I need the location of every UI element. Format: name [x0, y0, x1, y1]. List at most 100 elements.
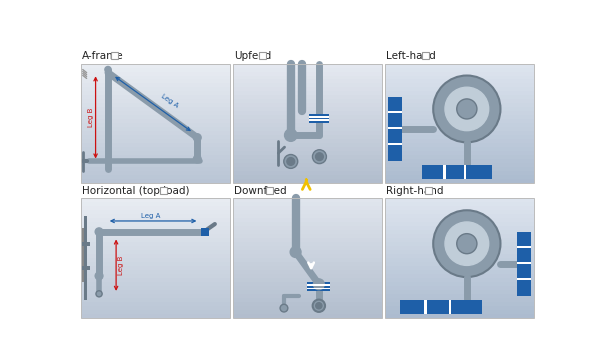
Bar: [233, 294, 382, 298]
Bar: [81, 286, 230, 290]
Bar: [81, 222, 230, 226]
Bar: [385, 238, 534, 242]
Bar: [385, 258, 534, 262]
Bar: [385, 175, 534, 179]
Bar: [81, 310, 230, 314]
Bar: [81, 131, 230, 135]
Bar: [259, 52, 266, 59]
Bar: [385, 306, 534, 310]
Bar: [81, 250, 230, 254]
Circle shape: [193, 134, 201, 142]
Bar: [81, 226, 230, 230]
Bar: [385, 115, 534, 119]
Bar: [81, 99, 230, 103]
Bar: [385, 246, 534, 250]
Bar: [81, 282, 230, 286]
Bar: [310, 114, 329, 123]
Bar: [385, 290, 534, 294]
Bar: [81, 79, 230, 83]
Bar: [233, 139, 382, 143]
Bar: [385, 99, 534, 103]
Bar: [517, 278, 531, 280]
Bar: [233, 131, 382, 135]
Bar: [385, 107, 534, 111]
Bar: [425, 187, 432, 194]
Bar: [81, 119, 230, 123]
Bar: [233, 254, 382, 258]
Bar: [233, 159, 382, 163]
Bar: [81, 198, 230, 318]
Bar: [233, 83, 382, 87]
Text: Horizontal (top load): Horizontal (top load): [82, 185, 190, 196]
Bar: [233, 135, 382, 139]
Bar: [385, 274, 534, 278]
Bar: [81, 238, 230, 242]
Bar: [81, 64, 230, 68]
Bar: [385, 68, 534, 72]
Text: Leg B: Leg B: [88, 108, 94, 127]
Text: Leg A: Leg A: [142, 213, 161, 219]
Bar: [81, 107, 230, 111]
Bar: [81, 302, 230, 306]
Circle shape: [313, 299, 325, 312]
Bar: [385, 83, 534, 87]
Bar: [385, 282, 534, 286]
Bar: [385, 278, 534, 282]
Bar: [385, 76, 534, 79]
Bar: [385, 226, 534, 230]
Bar: [233, 175, 382, 179]
Bar: [385, 206, 534, 210]
Bar: [385, 139, 534, 143]
Bar: [385, 310, 534, 314]
Bar: [233, 206, 382, 210]
Bar: [385, 127, 534, 131]
Bar: [83, 216, 88, 300]
Bar: [81, 111, 230, 115]
Bar: [517, 245, 531, 248]
Bar: [233, 230, 382, 234]
Bar: [81, 115, 230, 119]
Bar: [233, 103, 382, 107]
Bar: [307, 287, 331, 289]
Bar: [422, 52, 429, 59]
Bar: [81, 198, 230, 202]
Bar: [233, 72, 382, 76]
Bar: [385, 79, 534, 83]
Circle shape: [445, 222, 489, 265]
Bar: [388, 143, 402, 145]
Bar: [233, 238, 382, 242]
Bar: [81, 127, 230, 131]
Bar: [233, 198, 382, 318]
Bar: [233, 123, 382, 127]
Bar: [385, 159, 534, 163]
Bar: [81, 167, 230, 171]
Bar: [310, 119, 329, 121]
Bar: [81, 246, 230, 250]
Bar: [385, 171, 534, 175]
Bar: [81, 242, 230, 246]
Bar: [385, 119, 534, 123]
Bar: [307, 285, 331, 286]
Bar: [385, 254, 534, 258]
Bar: [385, 103, 534, 107]
Bar: [388, 111, 402, 113]
Bar: [464, 165, 466, 179]
Bar: [81, 135, 230, 139]
Bar: [385, 179, 534, 183]
Bar: [385, 155, 534, 159]
Bar: [385, 294, 534, 298]
Bar: [81, 175, 230, 179]
Circle shape: [290, 246, 301, 257]
Circle shape: [316, 303, 322, 309]
Bar: [233, 87, 382, 91]
Bar: [385, 314, 534, 318]
Bar: [385, 64, 534, 68]
Bar: [233, 286, 382, 290]
Bar: [385, 147, 534, 151]
Text: Leg B: Leg B: [118, 256, 124, 275]
Bar: [82, 266, 90, 270]
Bar: [233, 302, 382, 306]
Bar: [81, 179, 230, 183]
Bar: [81, 270, 230, 274]
Bar: [385, 210, 534, 214]
